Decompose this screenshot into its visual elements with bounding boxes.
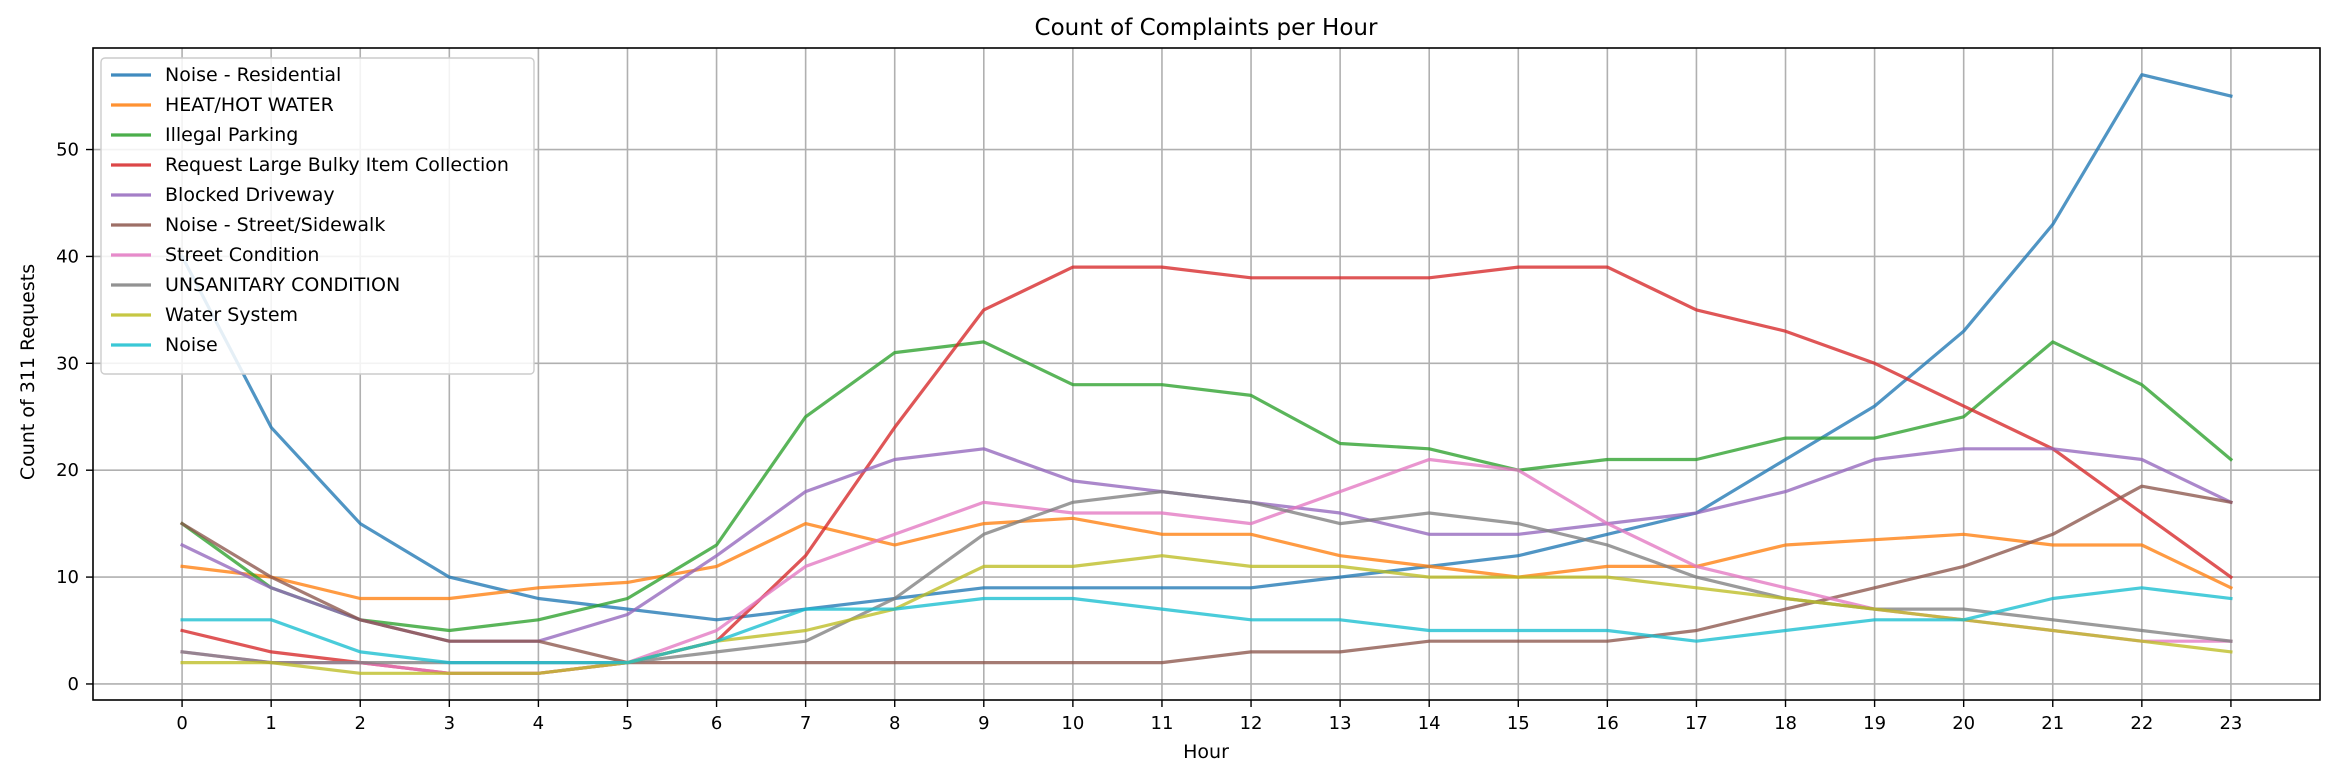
x-tick-label: 14: [1418, 713, 1441, 734]
legend: Noise - Residential HEAT/HOT WATER Illegal…: [100, 57, 535, 375]
y-tick-label: 0: [68, 674, 79, 695]
series-line-8: [180, 554, 2233, 675]
legend-label-6: Street Condition: [165, 244, 319, 266]
series-layer: [179, 73, 2234, 675]
x-tick-label: 8: [889, 713, 900, 734]
legend-box: [100, 57, 535, 375]
x-tick-label: 22: [2130, 713, 2153, 734]
y-tick-label: 20: [56, 460, 79, 481]
x-tick-label: 16: [1596, 713, 1619, 734]
legend-label-8: Water System: [165, 304, 298, 326]
x-tick-label: 18: [1774, 713, 1797, 734]
legend-label-2: Illegal Parking: [165, 124, 298, 146]
x-tick-label: 1: [265, 713, 276, 734]
y-axis-label: Count of 311 Requests: [17, 264, 39, 480]
x-tick-label: 21: [2041, 713, 2064, 734]
x-tick-label: 6: [711, 713, 722, 734]
x-tick-label: 12: [1240, 713, 1263, 734]
legend-label-1: HEAT/HOT WATER: [165, 94, 334, 116]
y-tick-label: 10: [56, 567, 79, 588]
x-tick-label: 20: [1952, 713, 1975, 734]
y-tick-label: 30: [56, 353, 79, 374]
x-tick-label: 4: [533, 713, 544, 734]
x-tick-label: 5: [622, 713, 633, 734]
x-tick-label: 2: [355, 713, 366, 734]
legend-label-0: Noise - Residential: [165, 64, 341, 86]
series-line-1: [180, 516, 2234, 601]
series-line-4: [179, 447, 2234, 643]
axes-layer: [92, 47, 2321, 701]
y-tick-label: 50: [56, 140, 79, 161]
x-tick-label: 11: [1151, 713, 1174, 734]
series-line-2: [179, 340, 2234, 633]
x-tick-label: 23: [2219, 713, 2242, 734]
legend-label-5: Noise - Street/Sidewalk: [165, 214, 385, 236]
series-line-5: [179, 484, 2233, 665]
x-tick-label: 19: [1863, 713, 1886, 734]
legend-label-9: Noise: [165, 334, 218, 356]
grid-layer: [93, 48, 2320, 700]
x-tick-label: 15: [1507, 713, 1530, 734]
legend-label-3: Request Large Bulky Item Collection: [165, 154, 509, 176]
series-line-0: [179, 73, 2233, 622]
plot-frame: [92, 47, 2321, 701]
chart-title: Count of Complaints per Hour: [1035, 15, 1378, 41]
x-tick-label: 9: [978, 713, 989, 734]
x-tick-label: 3: [444, 713, 455, 734]
x-tick-label: 0: [176, 713, 187, 734]
ticks-layer: 0 1 2 3 4 5 6 7 8 9 10 11 12 13 14 15 16 17 18 19 20 21 22 2301…: [56, 140, 2242, 734]
x-tick-label: 7: [800, 713, 811, 734]
x-axis-label: Hour: [1183, 741, 1229, 763]
x-tick-label: 17: [1685, 713, 1708, 734]
x-tick-label: 13: [1329, 713, 1352, 734]
y-tick-label: 40: [56, 246, 79, 267]
legend-label-7: UNSANITARY CONDITION: [165, 274, 400, 296]
series-line-9: [180, 586, 2233, 665]
x-tick-label: 10: [1061, 713, 1084, 734]
legend-label-4: Blocked Driveway: [165, 184, 335, 206]
